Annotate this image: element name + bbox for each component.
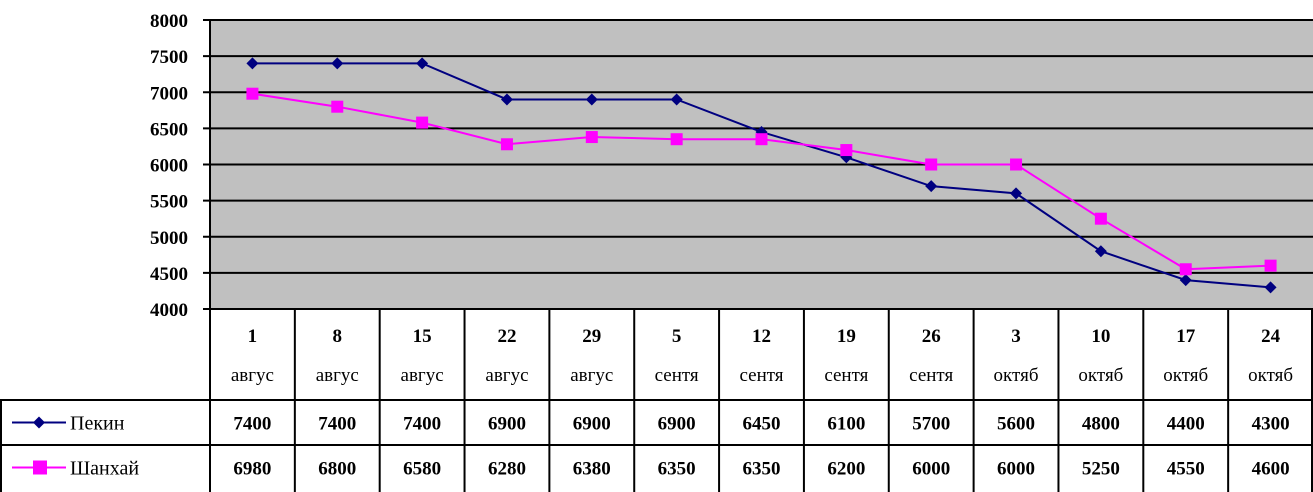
legend-keys: Пекин Шанхай xyxy=(12,413,139,480)
data-point xyxy=(1094,245,1107,258)
data-table-values: 7400 7400 7400 6900 6900 6900 6450 6100 5700 5600… xyxy=(233,414,1289,480)
data-point xyxy=(925,180,938,193)
x-tick-month: октяб xyxy=(1078,365,1123,386)
table-value: 7400 xyxy=(318,414,356,435)
data-point xyxy=(1264,281,1277,294)
y-tick-label: 5500 xyxy=(150,192,188,213)
data-point xyxy=(500,93,513,106)
data-point xyxy=(331,57,344,70)
x-tick-month: авгус xyxy=(231,365,274,386)
legend-marker xyxy=(33,416,45,429)
table-value: 7400 xyxy=(403,414,441,435)
table-value: 5700 xyxy=(912,414,950,435)
table-value: 5250 xyxy=(1082,459,1120,480)
data-point xyxy=(925,158,938,171)
table-value: 6100 xyxy=(827,414,865,435)
x-tick-month: сентя xyxy=(909,365,953,386)
data-point xyxy=(246,57,259,70)
data-point xyxy=(500,138,513,151)
x-tick-month: сентя xyxy=(824,365,868,386)
table-value: 7400 xyxy=(233,414,271,435)
table-value: 6900 xyxy=(658,414,696,435)
data-point xyxy=(670,133,683,146)
x-tick-month: авгус xyxy=(570,365,613,386)
table-value: 6350 xyxy=(658,459,696,480)
data-point xyxy=(585,93,598,106)
x-tick-day: 1 xyxy=(248,326,258,347)
y-tick-label: 4000 xyxy=(150,300,188,321)
gridlines xyxy=(203,19,1313,492)
data-point xyxy=(1179,274,1192,287)
table-value: 6350 xyxy=(743,459,781,480)
y-tick-label: 8000 xyxy=(150,11,188,32)
x-tick-month: авгус xyxy=(485,365,528,386)
table-value: 4400 xyxy=(1167,414,1205,435)
table-value: 6580 xyxy=(403,459,441,480)
x-tick-day: 5 xyxy=(672,326,682,347)
x-tick-day: 29 xyxy=(582,326,601,347)
x-axis-labels: 1 авгус 8 авгус 15 авгус 22 авгус 29 авгус 5 сентя 1… xyxy=(231,326,1293,386)
series-name-1: Шанхай xyxy=(70,458,139,480)
x-tick-month: октяб xyxy=(994,365,1039,386)
x-tick-month: авгус xyxy=(401,365,444,386)
x-tick-day: 15 xyxy=(413,326,432,347)
table-value: 6980 xyxy=(233,459,271,480)
y-tick-label: 7000 xyxy=(150,83,188,104)
table-value: 5600 xyxy=(997,414,1035,435)
table-value: 6280 xyxy=(488,459,526,480)
x-tick-day: 10 xyxy=(1091,326,1110,347)
y-tick-label: 5000 xyxy=(150,228,188,249)
x-tick-day: 19 xyxy=(837,326,856,347)
table-value: 6900 xyxy=(488,414,526,435)
data-point xyxy=(755,133,768,146)
y-axis-ticks: 4000 4500 5000 5500 6000 6500 7000 7500 8000 xyxy=(150,11,188,321)
data-table xyxy=(0,309,1313,492)
table-value: 4600 xyxy=(1252,459,1290,480)
x-tick-day: 26 xyxy=(922,326,941,347)
data-point xyxy=(840,144,853,157)
data-point xyxy=(416,116,429,129)
table-value: 6380 xyxy=(573,459,611,480)
table-value: 6800 xyxy=(318,459,356,480)
y-tick-label: 4500 xyxy=(150,264,188,285)
x-tick-month: октяб xyxy=(1248,365,1293,386)
x-tick-day: 8 xyxy=(333,326,343,347)
table-value: 6900 xyxy=(573,414,611,435)
data-point xyxy=(416,57,429,70)
data-point xyxy=(1010,158,1023,171)
series-lines xyxy=(246,57,1277,294)
x-tick-day: 22 xyxy=(497,326,516,347)
legend-marker xyxy=(33,460,47,475)
y-tick-label: 7500 xyxy=(150,47,188,68)
table-value: 4550 xyxy=(1167,459,1205,480)
x-tick-day: 17 xyxy=(1176,326,1196,347)
y-tick-label: 6500 xyxy=(150,119,188,140)
table-value: 6000 xyxy=(997,459,1035,480)
data-point xyxy=(331,100,344,113)
data-point xyxy=(1264,259,1277,272)
x-tick-month: сентя xyxy=(739,365,783,386)
data-point xyxy=(1179,263,1192,276)
x-tick-day: 3 xyxy=(1011,326,1021,347)
data-point xyxy=(1010,187,1023,200)
table-value: 6450 xyxy=(743,414,781,435)
x-tick-day: 12 xyxy=(752,326,771,347)
x-tick-month: сентя xyxy=(655,365,699,386)
data-point xyxy=(246,87,259,100)
y-tick-label: 6000 xyxy=(150,156,188,177)
table-value: 6200 xyxy=(827,459,865,480)
series-name-0: Пекин xyxy=(70,413,125,435)
table-value: 4800 xyxy=(1082,414,1120,435)
x-tick-month: авгус xyxy=(316,365,359,386)
data-point xyxy=(585,131,598,144)
x-tick-day: 24 xyxy=(1261,326,1281,347)
table-value: 6000 xyxy=(912,459,950,480)
data-point xyxy=(1094,212,1107,225)
table-value: 4300 xyxy=(1252,414,1290,435)
x-tick-month: октяб xyxy=(1163,365,1208,386)
data-point xyxy=(670,93,683,106)
